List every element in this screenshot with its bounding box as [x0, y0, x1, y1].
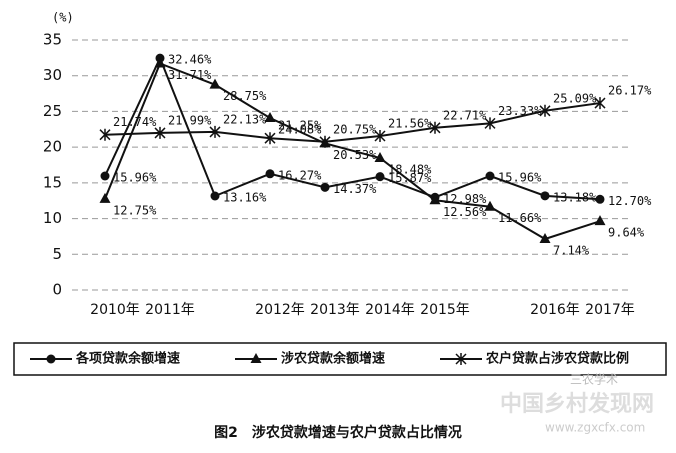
y-tick-label: 25 — [43, 102, 62, 120]
data-label: 26.17% — [608, 84, 652, 98]
data-label: 15.96% — [498, 171, 542, 185]
legend-label: 农户贷款占涉农贷款比例 — [485, 351, 629, 367]
data-label: 32.46% — [168, 53, 212, 67]
data-label: 20.75% — [333, 122, 377, 136]
x-tick-label: 2017年 — [585, 302, 635, 318]
legend-marker — [46, 354, 56, 364]
data-label: 13.16% — [223, 191, 267, 205]
data-label: 21.56% — [388, 117, 432, 131]
data-label: 18.48% — [388, 163, 432, 177]
y-tick-label: 30 — [43, 66, 62, 84]
marker — [209, 125, 221, 138]
x-tick-label: 2014年 — [365, 302, 415, 318]
x-tick-label: 2016年 — [530, 302, 580, 318]
legend-label: 涉农贷款余额增速 — [281, 351, 385, 367]
series-line — [104, 55, 601, 201]
data-label: 15.96% — [113, 171, 157, 185]
data-label: 12.75% — [113, 203, 157, 217]
marker — [154, 57, 166, 68]
y-tick-label: 5 — [52, 245, 62, 263]
data-label: 7.14% — [553, 244, 590, 258]
marker — [264, 132, 276, 145]
legend-box — [13, 342, 667, 376]
marker — [485, 171, 495, 181]
x-tick-label: 2013年 — [310, 302, 360, 318]
data-label: 31.71% — [168, 68, 212, 82]
data-label: 28.75% — [223, 89, 267, 103]
y-tick-label: 15 — [43, 173, 62, 191]
data-label: 11.66% — [498, 211, 542, 225]
marker — [319, 135, 331, 148]
y-tick-label: 35 — [43, 31, 62, 49]
marker — [374, 130, 386, 142]
data-label: 25.09% — [553, 91, 597, 105]
marker — [320, 182, 330, 192]
x-tick-label: 2011年 — [145, 302, 195, 318]
data-label: 21.74% — [113, 115, 157, 129]
data-label: 12.56% — [443, 205, 487, 219]
data-label: 22.71% — [443, 108, 487, 122]
marker — [429, 121, 441, 134]
marker — [484, 200, 496, 211]
marker — [210, 191, 220, 201]
legend-marker — [455, 353, 467, 365]
data-label: 24.08% — [278, 123, 322, 137]
marker — [594, 97, 606, 110]
watermark: www.zgxcfx.com — [545, 421, 645, 435]
x-tick-label: 2015年 — [420, 302, 470, 318]
series-line — [104, 62, 601, 241]
x-tick-label: 2012年 — [255, 302, 305, 318]
marker — [539, 233, 551, 243]
y-axis-label: (%) — [52, 11, 74, 25]
marker — [484, 117, 496, 130]
y-tick-label: 0 — [52, 281, 62, 299]
marker — [265, 169, 275, 179]
data-label: 13.18% — [553, 190, 597, 204]
watermark: 中国乡村发现网 — [500, 391, 654, 417]
marker — [99, 128, 111, 141]
data-label: 15.87% — [388, 171, 432, 185]
marker — [595, 194, 605, 204]
data-label: 16.27% — [278, 168, 322, 182]
marker — [429, 194, 441, 205]
y-tick-label: 10 — [43, 209, 62, 227]
marker — [539, 104, 551, 117]
legend-marker — [250, 353, 262, 363]
legend-label: 各项贷款余额增速 — [75, 351, 180, 367]
marker — [100, 171, 110, 181]
marker — [264, 112, 276, 122]
y-tick-label: 20 — [43, 138, 62, 156]
marker — [209, 78, 221, 89]
caption: 图2 涉农贷款增速与农户贷款占比情况 — [214, 424, 462, 441]
data-label: 20.53% — [333, 148, 377, 162]
marker — [99, 192, 111, 203]
data-label: 12.70% — [608, 194, 652, 208]
marker — [375, 172, 385, 182]
data-label: 22.13% — [223, 112, 267, 126]
data-label: 9.64% — [608, 226, 645, 240]
marker — [540, 191, 550, 201]
data-label: 14.37% — [333, 182, 377, 196]
marker — [374, 152, 386, 162]
data-label: 21.25% — [278, 119, 322, 133]
watermark: 三农学术 — [570, 372, 618, 387]
series-line — [104, 102, 601, 143]
data-label: 21.99% — [168, 113, 212, 127]
data-label: 23.33% — [498, 104, 542, 118]
x-tick-label: 2010年 — [90, 302, 140, 318]
marker — [154, 126, 166, 139]
marker — [594, 215, 606, 226]
